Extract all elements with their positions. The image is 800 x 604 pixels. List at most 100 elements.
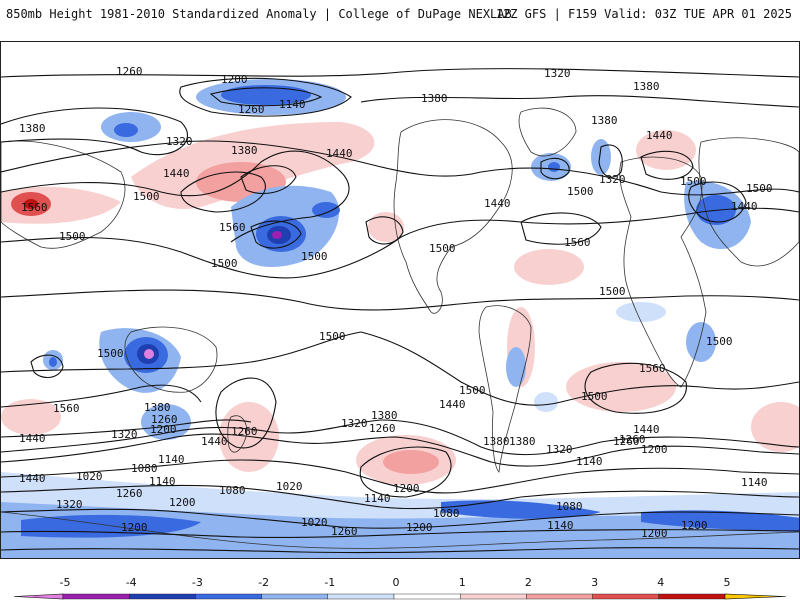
colorbar-tick-label: -3 [192,576,203,589]
colorbar-segment [526,593,593,600]
contour-label: 1500 [97,347,124,360]
colorbar-segment [460,593,527,600]
contour-label: 1440 [19,432,46,445]
contour-label: 1500 [581,390,608,403]
contour-label: 1320 [56,498,83,511]
contour-label: 1260 [369,422,396,435]
colorbar-tick-label: 1 [459,576,466,589]
contour-label: 1500 [567,185,594,198]
contour-label: 1260 [116,65,143,78]
contour-label: 1380 [231,144,258,157]
colorbar-tick-label: -1 [324,576,335,589]
colorbar-segment [592,593,659,600]
colorbar-ticks: -5 -4 -3 -2 -1 0 1 2 3 4 5 [60,576,731,589]
contour-label: 1260 [238,103,265,116]
map-header: 850mb Height 1981-2010 Standardized Anom… [0,0,800,30]
contour-label: 1140 [149,475,176,488]
anomaly-colorbar: -5 -4 -3 -2 -1 0 1 2 3 4 5 [0,568,800,600]
coastlines [1,107,799,549]
contour-label: 1080 [433,507,460,520]
contour-label: 1380 [19,122,46,135]
contour-label: 1500 [680,175,707,188]
contour-label: 1260 [331,525,358,538]
contour-label: 1500 [746,182,773,195]
colorbar-max-arrow [724,593,787,600]
colorbar-tick-label: 3 [591,576,598,589]
contour-label: 1560 [53,402,80,415]
contour-label: 1440 [439,398,466,411]
contour-label: 1080 [556,500,583,513]
contour-label: 1500 [319,330,346,343]
contour-label: 1500 [599,285,626,298]
model-run-info: 12Z GFS | F159 Valid: 03Z TUE APR 01 202… [495,7,792,21]
contour-label: 1140 [364,492,391,505]
colorbar-tick-label: -4 [126,576,137,589]
contour-label: 1380 [591,114,618,127]
contour-label: 1380 [371,409,398,422]
contour-label: 1260 [613,435,640,448]
contour-label: 1140 [158,453,185,466]
contour-label: 1320 [546,443,573,456]
colorbar-tick-label: 4 [657,576,664,589]
colorbar-segment [393,593,461,600]
contour-label: 1140 [547,519,574,532]
contour-label: 1200 [406,521,433,534]
contour-label: 1320 [544,67,571,80]
contour-label: 1500 [706,335,733,348]
contour-label: 1200 [169,496,196,509]
contour-label: 1380 [633,80,660,93]
contour-label: 1140 [279,98,306,111]
colorbar-tick-label: 2 [525,576,532,589]
height-contours [1,68,799,554]
colorbar-segment [128,593,196,600]
contour-label: 1320 [341,417,368,430]
contour-label: 1440 [163,167,190,180]
contour-label: 1080 [131,462,158,475]
colorbar-segment [327,593,395,600]
contour-label: 1080 [219,484,246,497]
contour-label: 1500 [301,250,328,263]
contour-label: 1500 [459,384,486,397]
contour-label: 1440 [19,472,46,485]
contour-label: 1560 [219,221,246,234]
contour-label: 1320 [599,173,626,186]
contour-label: 1560 [21,201,48,214]
contour-label: 1380 [483,435,510,448]
colorbar-tick-label: -5 [60,576,71,589]
colorbar-segment [62,593,130,600]
contour-label: 1200 [641,443,668,456]
colorbar-min-arrow [13,593,64,600]
colorbar-segment [195,593,262,600]
contour-label: 1020 [301,516,328,529]
contour-label: 1200 [150,423,177,436]
contour-label: 1560 [564,236,591,249]
contour-label: 1260 [116,487,143,500]
contour-label: 1440 [326,147,353,160]
contour-label: 1500 [59,230,86,243]
contour-label: 1440 [201,435,228,448]
contour-label: 1560 [639,362,666,375]
contour-label: 1380 [421,92,448,105]
contour-labels: 1260 1200 1140 1260 1380 1320 1380 1440 … [19,65,773,540]
contour-label: 1320 [111,428,138,441]
contour-label: 1440 [633,423,660,436]
contour-label: 1200 [121,521,148,534]
colorbar-bar [13,593,787,600]
contour-label: 1380 [509,435,536,448]
contour-label: 1200 [641,527,668,540]
colorbar-segment [261,593,329,600]
colorbar-tick-label: 5 [724,576,731,589]
contour-label: 1200 [221,73,248,86]
contour-label: 1140 [576,455,603,468]
contour-label: 1140 [741,476,768,489]
contour-label: 1260 [231,425,258,438]
contour-label: 1500 [429,242,456,255]
colorbar-tick-label: 0 [393,576,400,589]
contour-label: 1200 [681,519,708,532]
anomaly-map: 1260 1200 1140 1260 1380 1320 1380 1440 … [0,41,800,559]
contour-label: 1320 [166,135,193,148]
contour-label: 1020 [76,470,103,483]
map-title: 850mb Height 1981-2010 Standardized Anom… [6,7,512,21]
contour-label: 1200 [393,482,420,495]
contour-label: 1260 [619,433,646,446]
